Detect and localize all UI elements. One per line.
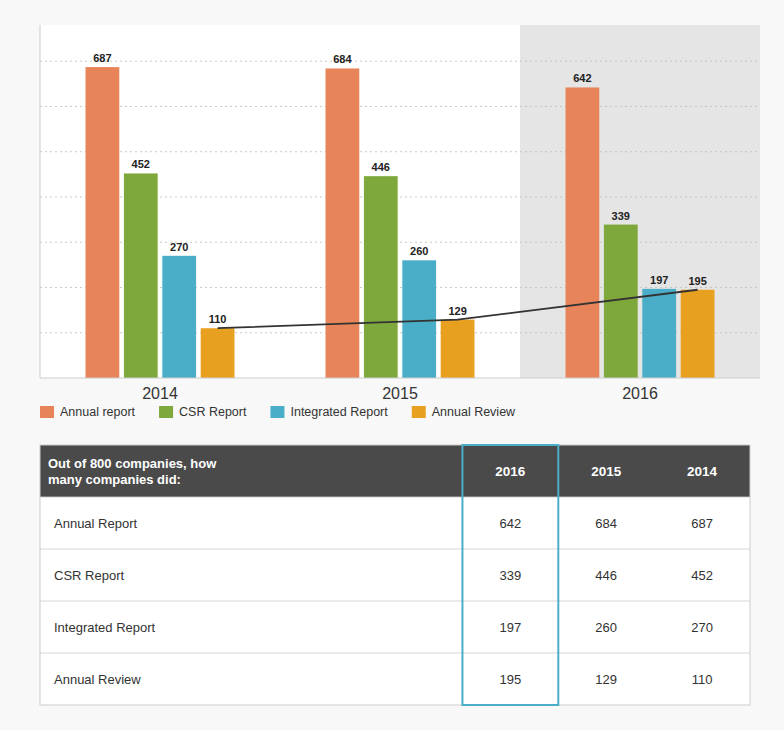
- table-value: 642: [500, 516, 522, 531]
- table-value: 452: [691, 568, 713, 583]
- background: [0, 0, 784, 730]
- table-row-label: Integrated Report: [54, 620, 156, 635]
- legend-label: Annual Review: [432, 405, 516, 419]
- table-value: 270: [691, 620, 713, 635]
- table-cell: [558, 497, 654, 549]
- data-label: 446: [372, 161, 390, 173]
- data-label: 339: [612, 210, 630, 222]
- data-labels: 687 684 642 452 446 339 270 260 197 110 129 195: [93, 52, 707, 325]
- chart-root: 687 684 642 452 446 339 270 260 197 110 129 195 2014…: [0, 0, 784, 730]
- table-value: 339: [500, 568, 522, 583]
- table-column-highlight: [462, 445, 558, 705]
- data-label: 260: [410, 245, 428, 257]
- table-title-line: Out of 800 companies, how: [48, 456, 217, 471]
- bar: [86, 67, 120, 378]
- bar: [326, 68, 360, 378]
- legend-swatch: [412, 406, 426, 418]
- table-cell: [558, 601, 654, 653]
- table-value: 446: [595, 568, 617, 583]
- legend-swatch: [40, 406, 54, 418]
- x-tick-label: 2014: [142, 385, 178, 402]
- table-divider: [40, 601, 750, 602]
- table-cell: [558, 549, 654, 601]
- table-cell: [654, 549, 750, 601]
- y-axis: [40, 25, 41, 378]
- table-column-header: 2016: [495, 464, 526, 479]
- bar: [162, 256, 196, 378]
- table-cell: [462, 653, 558, 705]
- plot-background: [40, 25, 760, 378]
- bar: [364, 176, 398, 378]
- legend-label: Integrated Report: [290, 405, 388, 419]
- table-cell: [462, 601, 558, 653]
- data-label: 684: [333, 53, 352, 65]
- table-border: [40, 445, 750, 705]
- table-divider: [40, 549, 750, 550]
- table-column-header: 2014: [687, 464, 718, 479]
- data-label: 687: [93, 52, 111, 64]
- trend-line: [218, 290, 698, 328]
- table-row-label: CSR Report: [54, 568, 124, 583]
- data-label: 129: [448, 305, 466, 317]
- table-value: 195: [500, 672, 522, 687]
- table-cell: [558, 653, 654, 705]
- table-value: 197: [500, 620, 522, 635]
- table-value: 684: [595, 516, 617, 531]
- table-row-label: Annual Report: [54, 516, 137, 531]
- bar: [402, 260, 436, 378]
- bar: [681, 290, 715, 378]
- table-cell: [654, 497, 750, 549]
- table-divider: [40, 497, 750, 498]
- table-value: 129: [595, 672, 617, 687]
- grid-line: [40, 61, 760, 62]
- table-cell: [654, 653, 750, 705]
- bar: [642, 289, 676, 378]
- table: Out of 800 companies, howmany companies …: [40, 445, 750, 705]
- grid-line: [40, 106, 760, 107]
- marks: [86, 67, 715, 378]
- table-cell: [654, 601, 750, 653]
- legend-swatch: [159, 406, 173, 418]
- table-cell: [462, 549, 558, 601]
- data-label: 452: [132, 158, 150, 170]
- table-value: 687: [691, 516, 713, 531]
- bar: [566, 87, 600, 378]
- x-tick-label: 2016: [622, 385, 658, 402]
- table-row-label: Annual Review: [54, 672, 141, 687]
- data-label: 110: [209, 313, 227, 325]
- legend-label: Annual report: [60, 405, 136, 419]
- legend-swatch: [270, 406, 284, 418]
- bar: [441, 320, 475, 378]
- grid-line: [40, 151, 760, 152]
- table-background: [40, 445, 750, 705]
- table-header: [40, 445, 750, 497]
- table-title: Out of 800 companies, howmany companies …: [48, 456, 217, 487]
- table-cell: [462, 497, 558, 549]
- table-column-header: 2015: [591, 464, 622, 479]
- table-value: 260: [595, 620, 617, 635]
- table-value: 110: [692, 672, 713, 687]
- legend: Annual report CSR Report Integrated Report…: [40, 405, 516, 419]
- legend-label: CSR Report: [179, 405, 247, 419]
- data-label: 270: [170, 241, 188, 253]
- highlight-band: [520, 25, 760, 378]
- table-divider: [40, 653, 750, 654]
- x-axis: [40, 378, 760, 379]
- data-label: 197: [650, 274, 668, 286]
- x-tick-label: 2015: [382, 385, 418, 402]
- bar: [124, 173, 158, 378]
- data-label: 642: [573, 72, 591, 84]
- bar: [201, 328, 235, 378]
- bar-plot: 687 684 642 452 446 339 270 260 197 110 129 195 2014…: [40, 25, 760, 402]
- data-label: 195: [688, 275, 706, 287]
- table-title-line: many companies did:: [48, 472, 181, 487]
